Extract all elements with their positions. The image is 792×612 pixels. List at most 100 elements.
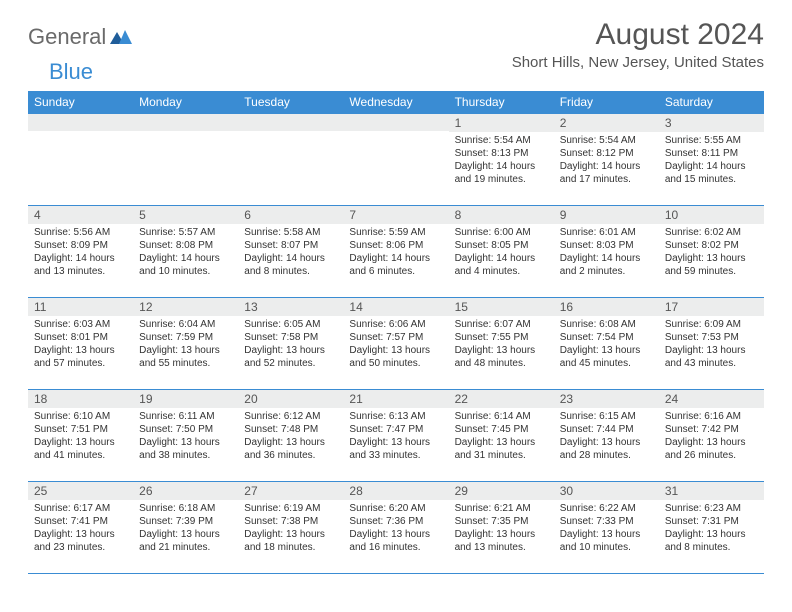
day-number: 13 — [238, 298, 343, 316]
calendar-day-cell: 19Sunrise: 6:11 AMSunset: 7:50 PMDayligh… — [133, 390, 238, 482]
calendar-day-cell: 18Sunrise: 6:10 AMSunset: 7:51 PMDayligh… — [28, 390, 133, 482]
logo-icon — [110, 28, 132, 46]
calendar-day-cell: 30Sunrise: 6:22 AMSunset: 7:33 PMDayligh… — [554, 482, 659, 574]
day-header: Tuesday — [238, 91, 343, 114]
calendar-day-cell — [343, 114, 448, 206]
day-number: 29 — [449, 482, 554, 500]
logo-word-1: General — [28, 24, 106, 50]
calendar-day-cell: 7Sunrise: 5:59 AMSunset: 8:06 PMDaylight… — [343, 206, 448, 298]
logo-word-2: Blue — [49, 59, 93, 84]
calendar-day-cell: 3Sunrise: 5:55 AMSunset: 8:11 PMDaylight… — [659, 114, 764, 206]
day-number: 8 — [449, 206, 554, 224]
calendar-day-cell: 28Sunrise: 6:20 AMSunset: 7:36 PMDayligh… — [343, 482, 448, 574]
day-number: 10 — [659, 206, 764, 224]
calendar-day-cell: 21Sunrise: 6:13 AMSunset: 7:47 PMDayligh… — [343, 390, 448, 482]
day-details: Sunrise: 5:54 AMSunset: 8:12 PMDaylight:… — [554, 132, 659, 190]
day-details: Sunrise: 6:02 AMSunset: 8:02 PMDaylight:… — [659, 224, 764, 282]
day-number: 14 — [343, 298, 448, 316]
calendar-day-cell — [238, 114, 343, 206]
calendar-week-row: 25Sunrise: 6:17 AMSunset: 7:41 PMDayligh… — [28, 482, 764, 574]
calendar-day-cell: 2Sunrise: 5:54 AMSunset: 8:12 PMDaylight… — [554, 114, 659, 206]
day-header: Wednesday — [343, 91, 448, 114]
day-details: Sunrise: 6:15 AMSunset: 7:44 PMDaylight:… — [554, 408, 659, 466]
calendar-day-cell: 4Sunrise: 5:56 AMSunset: 8:09 PMDaylight… — [28, 206, 133, 298]
day-details: Sunrise: 6:18 AMSunset: 7:39 PMDaylight:… — [133, 500, 238, 558]
day-details: Sunrise: 6:07 AMSunset: 7:55 PMDaylight:… — [449, 316, 554, 374]
day-header: Saturday — [659, 91, 764, 114]
day-number: 26 — [133, 482, 238, 500]
day-details: Sunrise: 6:22 AMSunset: 7:33 PMDaylight:… — [554, 500, 659, 558]
day-details: Sunrise: 6:16 AMSunset: 7:42 PMDaylight:… — [659, 408, 764, 466]
calendar-day-cell: 25Sunrise: 6:17 AMSunset: 7:41 PMDayligh… — [28, 482, 133, 574]
day-details: Sunrise: 5:57 AMSunset: 8:08 PMDaylight:… — [133, 224, 238, 282]
calendar-week-row: 4Sunrise: 5:56 AMSunset: 8:09 PMDaylight… — [28, 206, 764, 298]
day-details: Sunrise: 6:10 AMSunset: 7:51 PMDaylight:… — [28, 408, 133, 466]
day-number: 6 — [238, 206, 343, 224]
day-number: 1 — [449, 114, 554, 132]
day-details: Sunrise: 6:06 AMSunset: 7:57 PMDaylight:… — [343, 316, 448, 374]
day-number: 5 — [133, 206, 238, 224]
calendar-day-cell: 15Sunrise: 6:07 AMSunset: 7:55 PMDayligh… — [449, 298, 554, 390]
calendar-day-cell: 6Sunrise: 5:58 AMSunset: 8:07 PMDaylight… — [238, 206, 343, 298]
calendar-day-cell: 8Sunrise: 6:00 AMSunset: 8:05 PMDaylight… — [449, 206, 554, 298]
day-number: 23 — [554, 390, 659, 408]
day-details: Sunrise: 6:05 AMSunset: 7:58 PMDaylight:… — [238, 316, 343, 374]
day-details: Sunrise: 6:13 AMSunset: 7:47 PMDaylight:… — [343, 408, 448, 466]
calendar-week-row: 11Sunrise: 6:03 AMSunset: 8:01 PMDayligh… — [28, 298, 764, 390]
day-number: 4 — [28, 206, 133, 224]
day-header: Sunday — [28, 91, 133, 114]
day-number: 24 — [659, 390, 764, 408]
calendar-day-cell: 17Sunrise: 6:09 AMSunset: 7:53 PMDayligh… — [659, 298, 764, 390]
calendar-day-cell: 13Sunrise: 6:05 AMSunset: 7:58 PMDayligh… — [238, 298, 343, 390]
day-number: 7 — [343, 206, 448, 224]
day-details: Sunrise: 6:14 AMSunset: 7:45 PMDaylight:… — [449, 408, 554, 466]
day-details: Sunrise: 6:12 AMSunset: 7:48 PMDaylight:… — [238, 408, 343, 466]
day-number: 17 — [659, 298, 764, 316]
calendar-day-cell: 5Sunrise: 5:57 AMSunset: 8:08 PMDaylight… — [133, 206, 238, 298]
day-number: 22 — [449, 390, 554, 408]
day-number: 12 — [133, 298, 238, 316]
day-details: Sunrise: 6:19 AMSunset: 7:38 PMDaylight:… — [238, 500, 343, 558]
day-header-row: SundayMondayTuesdayWednesdayThursdayFrid… — [28, 91, 764, 114]
day-header: Thursday — [449, 91, 554, 114]
day-details: Sunrise: 5:56 AMSunset: 8:09 PMDaylight:… — [28, 224, 133, 282]
day-number — [28, 114, 133, 131]
calendar-day-cell: 1Sunrise: 5:54 AMSunset: 8:13 PMDaylight… — [449, 114, 554, 206]
day-details: Sunrise: 6:23 AMSunset: 7:31 PMDaylight:… — [659, 500, 764, 558]
location-subtitle: Short Hills, New Jersey, United States — [512, 54, 764, 71]
calendar-day-cell: 24Sunrise: 6:16 AMSunset: 7:42 PMDayligh… — [659, 390, 764, 482]
calendar-body: 1Sunrise: 5:54 AMSunset: 8:13 PMDaylight… — [28, 114, 764, 574]
day-number: 3 — [659, 114, 764, 132]
day-number: 19 — [133, 390, 238, 408]
calendar-week-row: 18Sunrise: 6:10 AMSunset: 7:51 PMDayligh… — [28, 390, 764, 482]
day-details: Sunrise: 6:21 AMSunset: 7:35 PMDaylight:… — [449, 500, 554, 558]
day-details: Sunrise: 6:20 AMSunset: 7:36 PMDaylight:… — [343, 500, 448, 558]
day-number: 21 — [343, 390, 448, 408]
calendar-day-cell: 22Sunrise: 6:14 AMSunset: 7:45 PMDayligh… — [449, 390, 554, 482]
calendar-day-cell: 14Sunrise: 6:06 AMSunset: 7:57 PMDayligh… — [343, 298, 448, 390]
day-details: Sunrise: 5:59 AMSunset: 8:06 PMDaylight:… — [343, 224, 448, 282]
day-details: Sunrise: 6:08 AMSunset: 7:54 PMDaylight:… — [554, 316, 659, 374]
calendar-day-cell: 27Sunrise: 6:19 AMSunset: 7:38 PMDayligh… — [238, 482, 343, 574]
day-details: Sunrise: 6:01 AMSunset: 8:03 PMDaylight:… — [554, 224, 659, 282]
calendar-day-cell: 26Sunrise: 6:18 AMSunset: 7:39 PMDayligh… — [133, 482, 238, 574]
day-number: 15 — [449, 298, 554, 316]
day-number: 2 — [554, 114, 659, 132]
day-details: Sunrise: 5:54 AMSunset: 8:13 PMDaylight:… — [449, 132, 554, 190]
day-details: Sunrise: 5:55 AMSunset: 8:11 PMDaylight:… — [659, 132, 764, 190]
day-number: 9 — [554, 206, 659, 224]
day-number: 11 — [28, 298, 133, 316]
day-number: 31 — [659, 482, 764, 500]
day-details: Sunrise: 6:17 AMSunset: 7:41 PMDaylight:… — [28, 500, 133, 558]
calendar-day-cell: 31Sunrise: 6:23 AMSunset: 7:31 PMDayligh… — [659, 482, 764, 574]
month-title: August 2024 — [512, 18, 764, 52]
calendar-day-cell: 11Sunrise: 6:03 AMSunset: 8:01 PMDayligh… — [28, 298, 133, 390]
day-details: Sunrise: 6:03 AMSunset: 8:01 PMDaylight:… — [28, 316, 133, 374]
day-number — [238, 114, 343, 131]
day-number: 20 — [238, 390, 343, 408]
day-details: Sunrise: 6:09 AMSunset: 7:53 PMDaylight:… — [659, 316, 764, 374]
title-block: August 2024 Short Hills, New Jersey, Uni… — [512, 18, 764, 71]
day-number: 27 — [238, 482, 343, 500]
day-number: 16 — [554, 298, 659, 316]
day-number — [343, 114, 448, 131]
